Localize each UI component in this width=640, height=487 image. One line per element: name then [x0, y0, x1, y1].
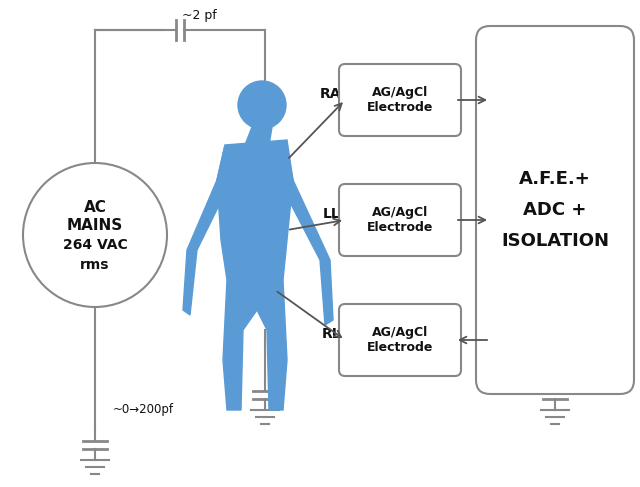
Polygon shape: [183, 145, 229, 315]
Text: RL: RL: [321, 327, 341, 341]
Text: AG/AgCl
Electrode: AG/AgCl Electrode: [367, 326, 433, 354]
FancyBboxPatch shape: [339, 64, 461, 136]
Text: A.F.E.+
ADC +
ISOLATION: A.F.E.+ ADC + ISOLATION: [501, 170, 609, 250]
Text: ~2 pf: ~2 pf: [182, 9, 217, 22]
FancyBboxPatch shape: [476, 26, 634, 394]
Polygon shape: [281, 150, 333, 325]
FancyBboxPatch shape: [339, 184, 461, 256]
Circle shape: [238, 81, 286, 129]
Text: AG/AgCl
Electrode: AG/AgCl Electrode: [367, 86, 433, 114]
Text: 10-20 pfd: 10-20 pfd: [495, 361, 563, 375]
Text: ~0→200pf: ~0→200pf: [113, 404, 174, 416]
Text: 264 VAC: 264 VAC: [63, 238, 127, 252]
Circle shape: [23, 163, 167, 307]
Text: AC: AC: [84, 200, 106, 214]
Text: AG/AgCl
Electrode: AG/AgCl Electrode: [367, 206, 433, 234]
Text: RA: RA: [319, 87, 341, 101]
Polygon shape: [217, 140, 293, 410]
FancyBboxPatch shape: [339, 304, 461, 376]
Text: LL: LL: [323, 207, 341, 221]
Polygon shape: [245, 127, 272, 145]
Text: MAINS: MAINS: [67, 218, 123, 232]
Text: rms: rms: [80, 258, 109, 272]
